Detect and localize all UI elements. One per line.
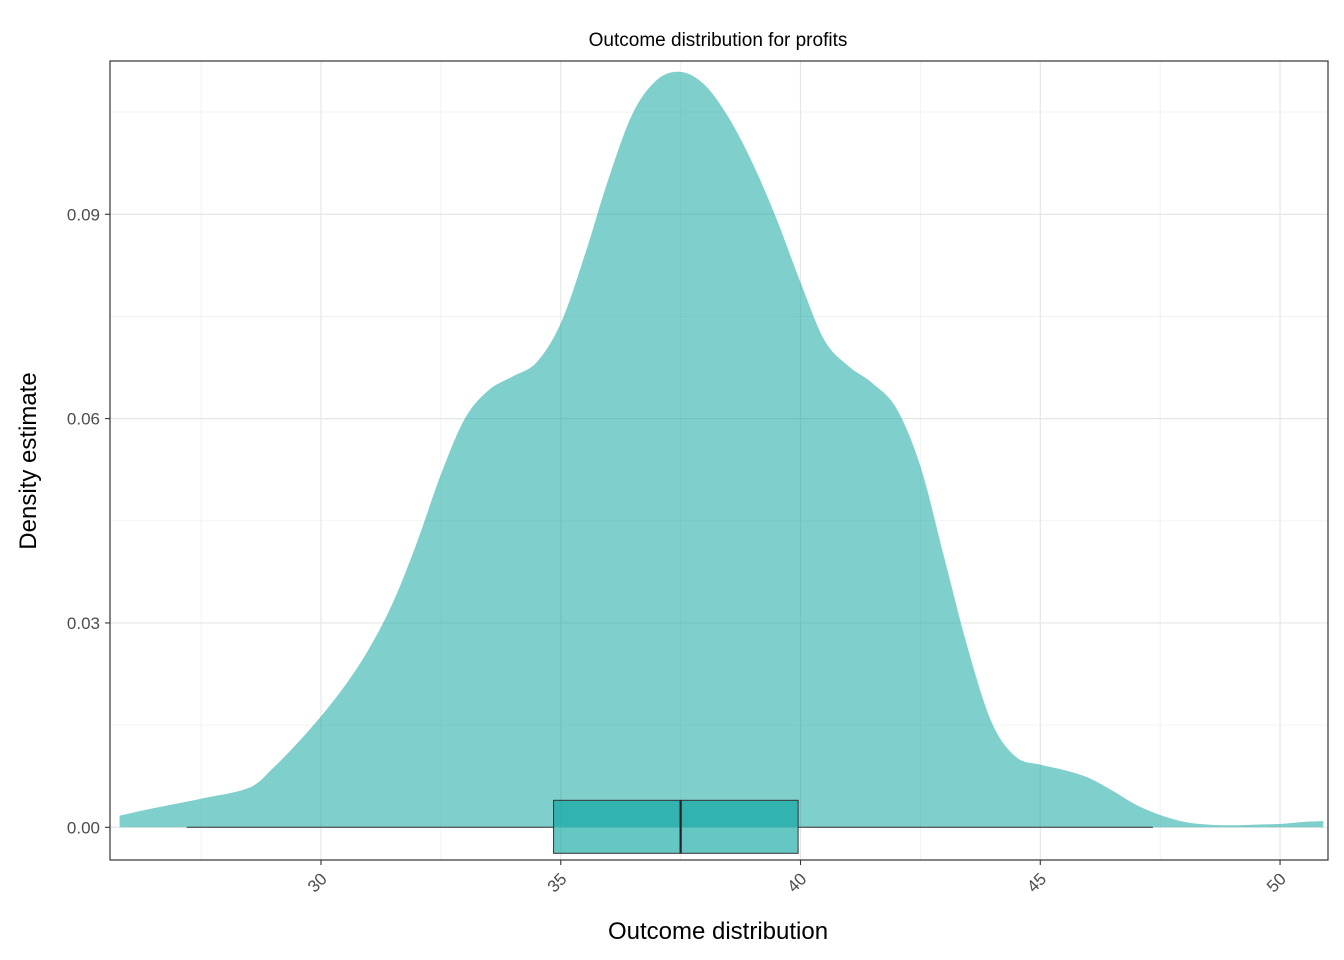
y-tick-label: 0.00 bbox=[67, 818, 100, 837]
panel-border bbox=[109, 60, 1329, 861]
x-tick-label: 50 bbox=[1263, 869, 1290, 896]
x-tick-label: 40 bbox=[784, 869, 811, 896]
boxplot-layer bbox=[186, 799, 1153, 854]
chart-title: Outcome distribution for profits bbox=[589, 30, 848, 51]
x-tick-label: 45 bbox=[1023, 869, 1050, 896]
density-area bbox=[119, 71, 1324, 828]
y-tick-label: 0.09 bbox=[67, 205, 100, 224]
x-tick-label: 30 bbox=[304, 869, 331, 896]
y-tick-label: 0.06 bbox=[67, 410, 100, 429]
y-axis-title: Density estimate bbox=[15, 372, 42, 549]
density-area-layer bbox=[119, 71, 1324, 828]
x-axis-title: Outcome distribution bbox=[608, 918, 828, 945]
boxplot-box bbox=[553, 799, 799, 854]
x-tick-label: 35 bbox=[544, 869, 571, 896]
y-tick-label: 0.03 bbox=[67, 614, 100, 633]
